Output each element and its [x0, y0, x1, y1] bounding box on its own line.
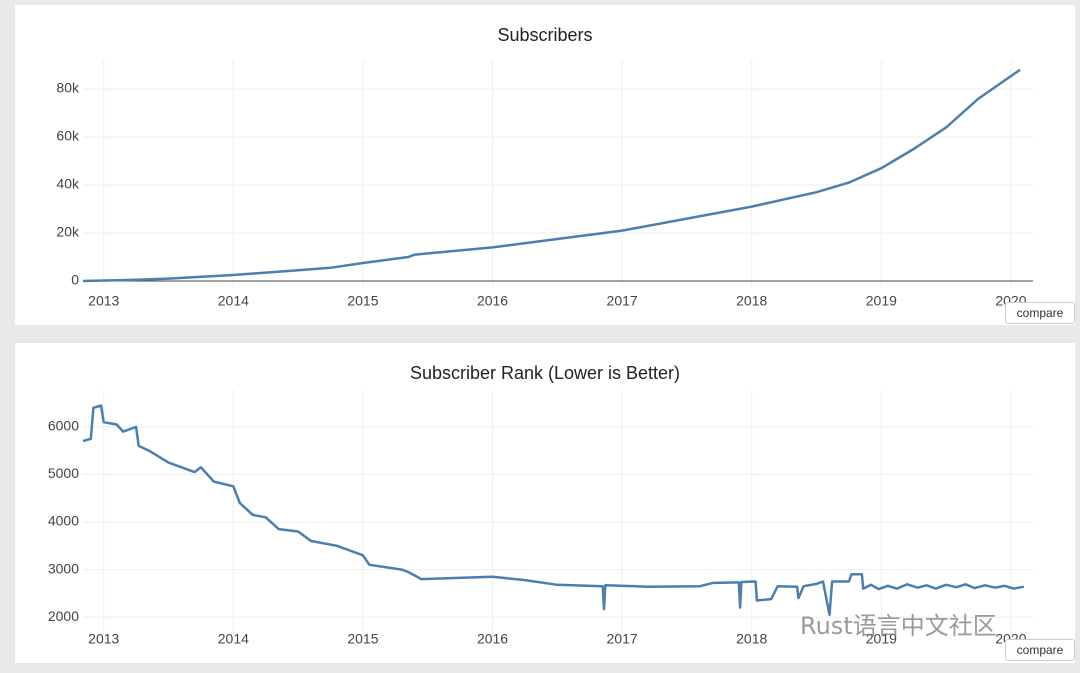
x-tick-label: 2017 [607, 293, 638, 309]
x-tick-label: 2016 [477, 631, 508, 647]
x-tick-label: 2017 [607, 631, 638, 647]
x-tick-label: 2018 [736, 631, 767, 647]
y-tick-label: 3000 [48, 560, 79, 576]
y-tick-label: 40k [56, 176, 80, 192]
y-tick-label: 5000 [48, 465, 79, 481]
y-tick-label: 4000 [48, 513, 79, 529]
y-tick-label: 60k [56, 128, 80, 144]
y-tick-label: 0 [71, 272, 79, 288]
x-tick-label: 2013 [88, 631, 119, 647]
x-tick-label: 2015 [347, 293, 378, 309]
x-tick-label: 2019 [866, 631, 897, 647]
chart-title: Subscribers [497, 25, 592, 45]
chart-title: Subscriber Rank (Lower is Better) [410, 363, 680, 383]
panel [15, 343, 1075, 663]
x-tick-label: 2015 [347, 631, 378, 647]
data-line [82, 404, 1025, 617]
y-tick-label: 2000 [48, 608, 79, 624]
x-tick-label: 2014 [218, 631, 249, 647]
panel [15, 5, 1075, 325]
x-tick-label: 2019 [866, 293, 897, 309]
data-line [82, 68, 1021, 283]
watermark: Rust语言中文社区 [800, 612, 997, 640]
x-tick-label: 2014 [218, 293, 249, 309]
x-tick-label: 2018 [736, 293, 767, 309]
x-tick-label: 2016 [477, 293, 508, 309]
y-tick-label: 20k [56, 224, 80, 240]
compare-button[interactable]: compare [1005, 639, 1075, 661]
y-tick-label: 80k [56, 80, 80, 96]
compare-button[interactable]: compare [1005, 302, 1075, 324]
y-tick-label: 6000 [48, 418, 79, 434]
x-tick-label: 2013 [88, 293, 119, 309]
